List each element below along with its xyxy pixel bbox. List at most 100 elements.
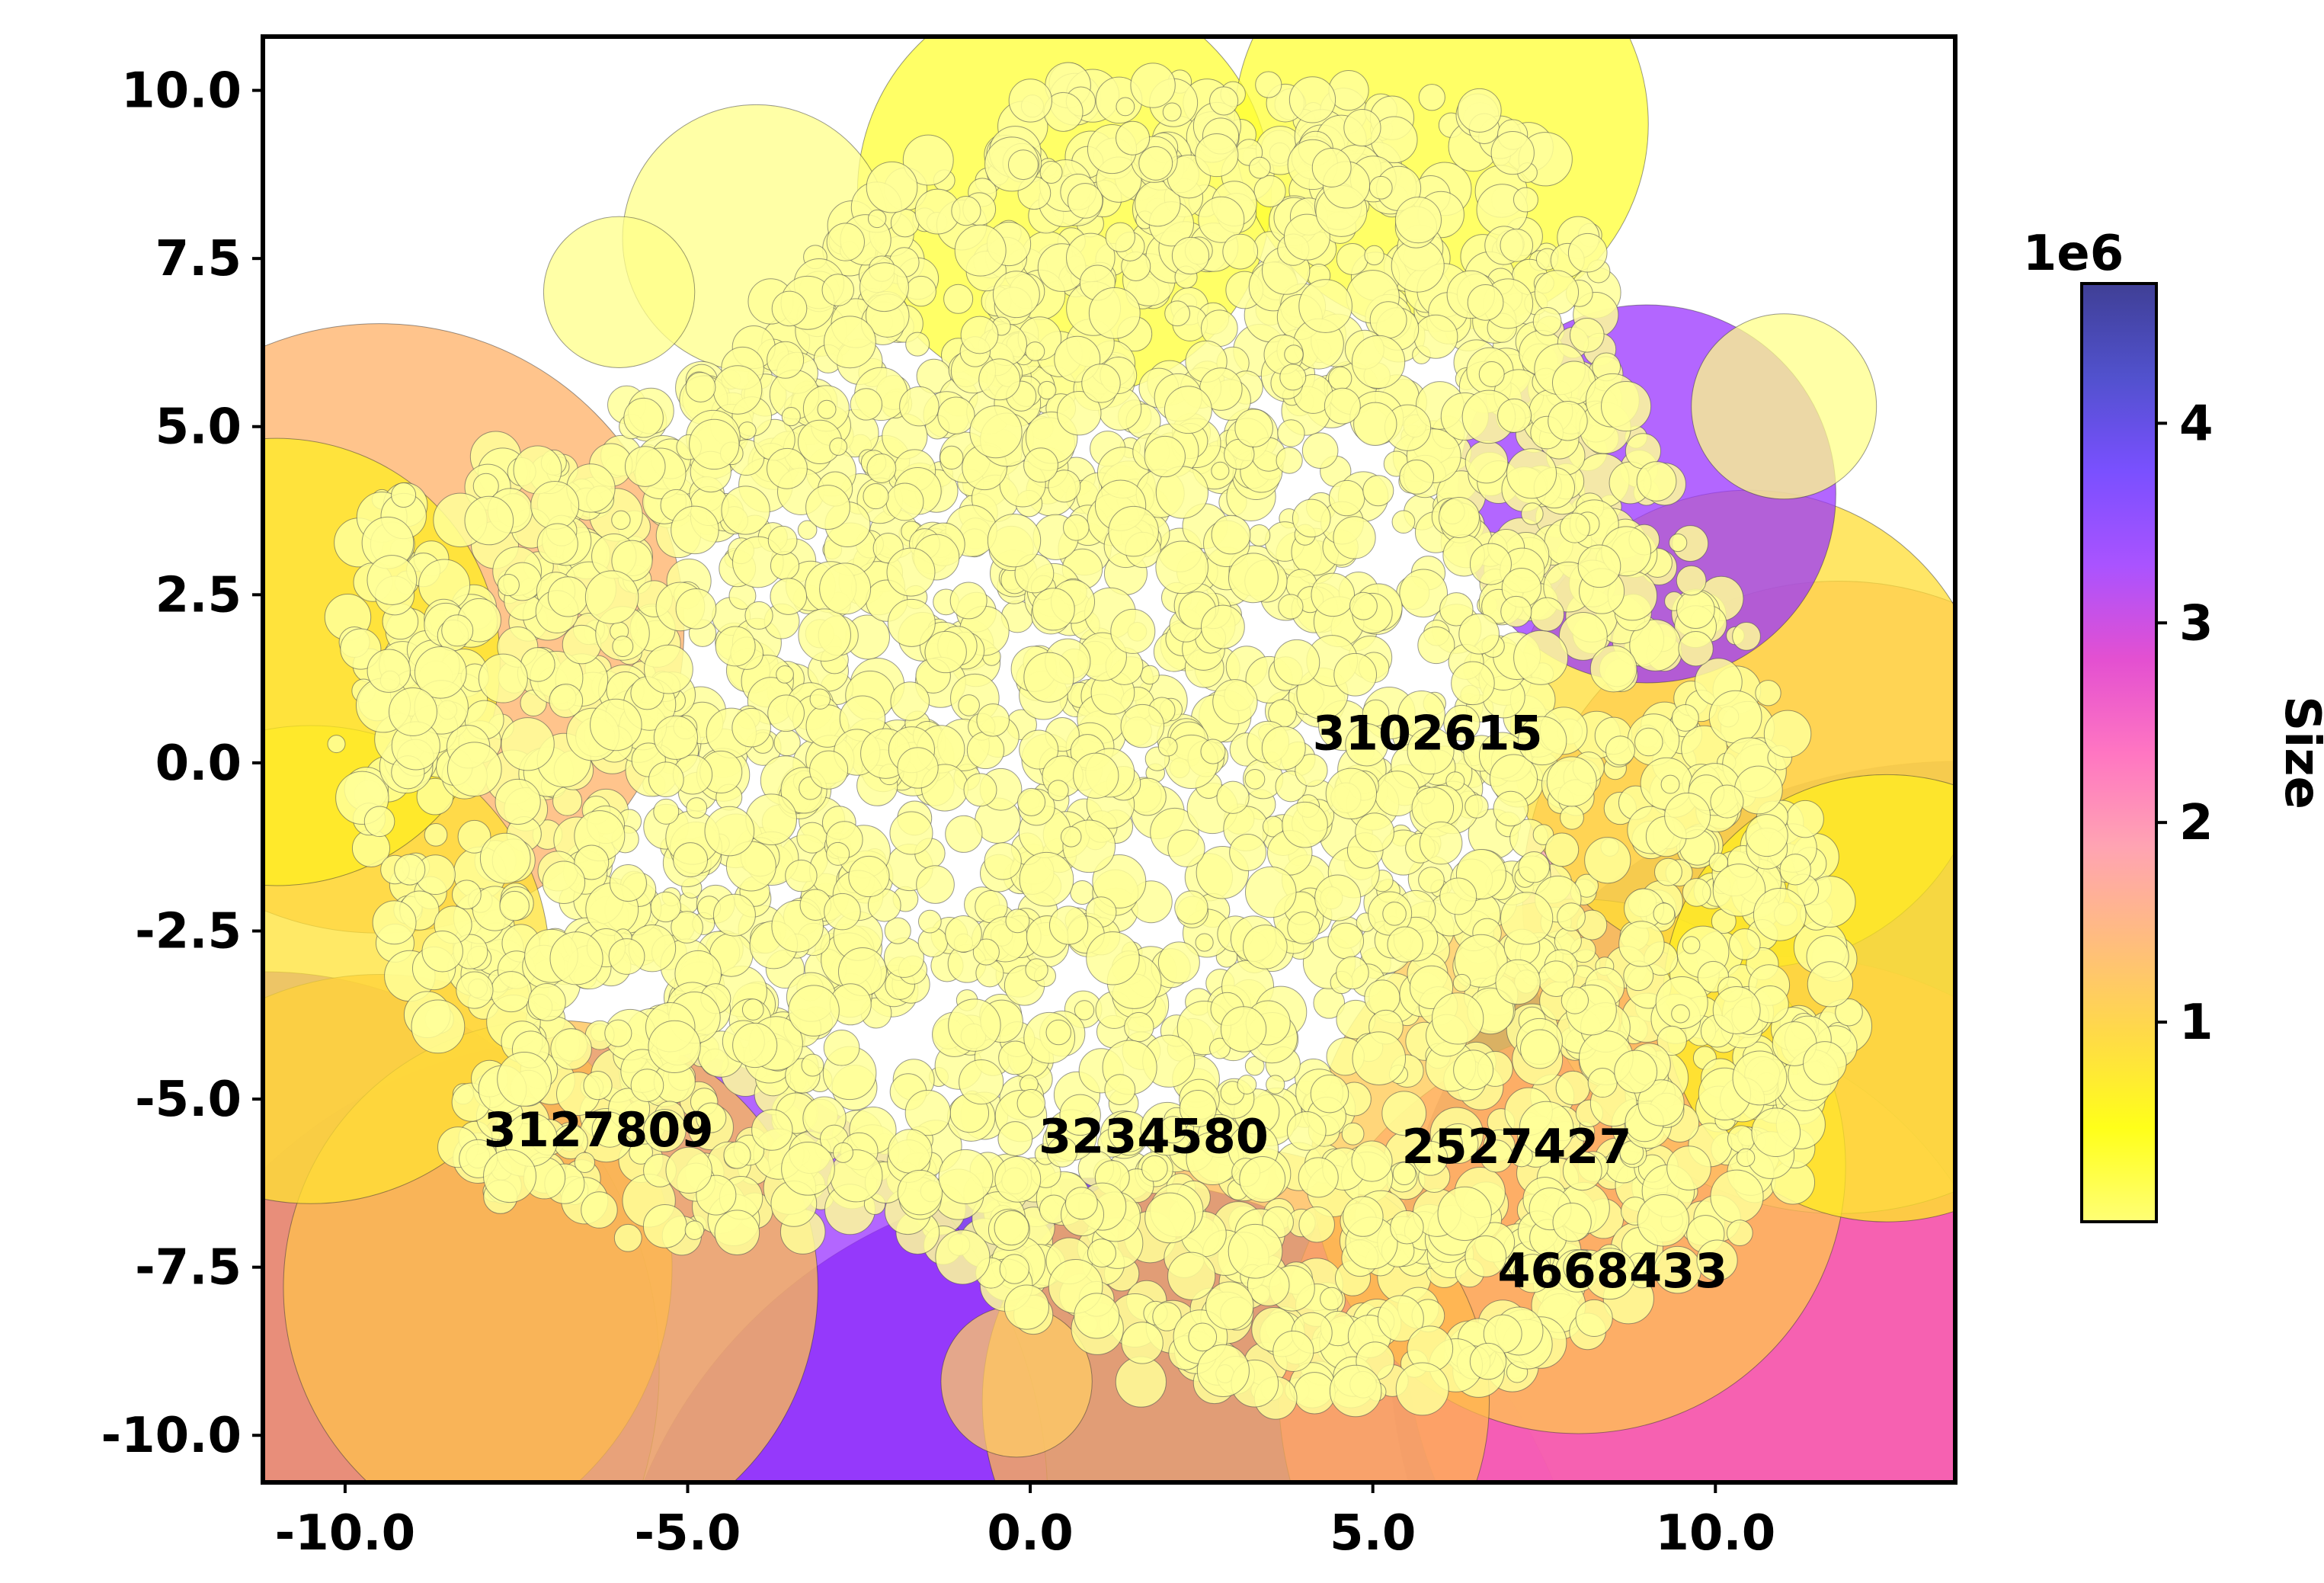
data-point — [1311, 572, 1356, 617]
data-point — [940, 445, 964, 470]
point-annotation: 4668433 — [1497, 1243, 1727, 1299]
data-point — [1753, 887, 1807, 941]
data-point — [609, 864, 647, 902]
data-point — [1452, 973, 1471, 992]
data-point — [1343, 109, 1381, 147]
data-point — [1736, 1148, 1756, 1168]
data-point — [1696, 1239, 1738, 1281]
data-point — [1272, 1330, 1314, 1372]
data-point — [797, 520, 818, 540]
data-point — [1025, 958, 1048, 982]
data-point — [590, 698, 642, 751]
data-point — [457, 819, 491, 854]
data-point — [1745, 814, 1788, 857]
data-point — [612, 636, 634, 657]
data-point — [1138, 146, 1173, 181]
data-point — [1710, 784, 1744, 819]
data-point — [1443, 704, 1481, 742]
data-point — [1349, 591, 1378, 620]
data-point — [1073, 752, 1119, 799]
data-point — [1368, 175, 1393, 200]
data-point — [960, 316, 999, 354]
data-point — [497, 573, 520, 597]
data-point — [1558, 611, 1608, 661]
data-point — [1480, 1139, 1513, 1173]
data-point — [1196, 1344, 1250, 1397]
data-point — [1228, 1223, 1283, 1279]
data-point — [1004, 1284, 1049, 1330]
data-point — [771, 290, 808, 327]
data-point — [1678, 631, 1714, 667]
data-point — [630, 1069, 664, 1102]
data-point — [1377, 1295, 1424, 1342]
colorbar-tick-label: 2 — [2179, 795, 2214, 851]
data-point — [997, 1121, 1033, 1156]
data-point — [1465, 440, 1509, 484]
data-point — [1016, 1088, 1046, 1118]
data-point — [411, 999, 466, 1054]
data-point — [714, 1210, 760, 1255]
point-annotation: 3127809 — [484, 1102, 714, 1158]
data-point — [1195, 933, 1214, 952]
data-point — [1729, 928, 1761, 960]
data-point — [890, 681, 930, 721]
data-point — [904, 1090, 951, 1136]
data-point — [1039, 160, 1063, 184]
data-point — [1222, 233, 1259, 270]
data-point — [1413, 1140, 1448, 1176]
data-point — [495, 778, 541, 825]
data-point — [624, 446, 666, 487]
data-point — [1209, 86, 1239, 116]
data-point — [1345, 723, 1388, 767]
data-point — [421, 931, 463, 973]
data-point — [1064, 1187, 1098, 1220]
data-point — [1660, 774, 1680, 794]
data-point — [1140, 665, 1160, 685]
data-point — [1391, 510, 1416, 534]
data-point — [886, 547, 936, 597]
colorbar-title: Size — [2274, 696, 2324, 809]
data-point — [801, 1053, 824, 1077]
annotations-layer: 3102615 3127809 3234580 2527427 4668433 — [484, 705, 1728, 1299]
data-point — [1682, 877, 1711, 907]
data-point — [992, 271, 1040, 319]
data-point — [916, 865, 955, 904]
data-point — [1341, 1122, 1365, 1146]
data-point — [1279, 364, 1307, 391]
data-point — [1513, 630, 1569, 685]
data-point — [1710, 1169, 1764, 1223]
data-point — [948, 998, 1001, 1052]
data-point — [848, 855, 890, 898]
data-point — [954, 224, 1007, 277]
data-point — [1392, 1162, 1416, 1186]
data-point — [1314, 874, 1362, 921]
data-point — [1200, 604, 1245, 649]
data-point — [1048, 905, 1089, 945]
data-point — [951, 196, 981, 226]
data-point — [1284, 344, 1304, 364]
data-point — [1394, 197, 1442, 244]
data-point — [998, 1040, 1033, 1075]
data-point — [987, 513, 1042, 568]
data-point — [809, 688, 831, 710]
data-point — [935, 1229, 991, 1285]
data-point-large — [543, 216, 696, 368]
data-point — [389, 687, 437, 736]
data-point — [817, 399, 837, 419]
data-point — [1519, 1101, 1574, 1156]
data-point — [1130, 62, 1176, 108]
data-point — [1786, 800, 1824, 838]
data-point — [767, 447, 808, 489]
data-point — [984, 842, 1022, 880]
y-tick-label: -10.0 — [101, 1408, 242, 1464]
data-point — [452, 880, 482, 910]
data-point — [1298, 1206, 1335, 1243]
data-point — [770, 578, 808, 615]
data-point — [1167, 1251, 1216, 1300]
data-point — [1237, 1075, 1257, 1094]
data-point — [958, 694, 980, 716]
data-point — [1278, 594, 1304, 620]
data-point — [1465, 1235, 1507, 1277]
data-point — [581, 1191, 618, 1229]
data-point — [1320, 1287, 1343, 1311]
